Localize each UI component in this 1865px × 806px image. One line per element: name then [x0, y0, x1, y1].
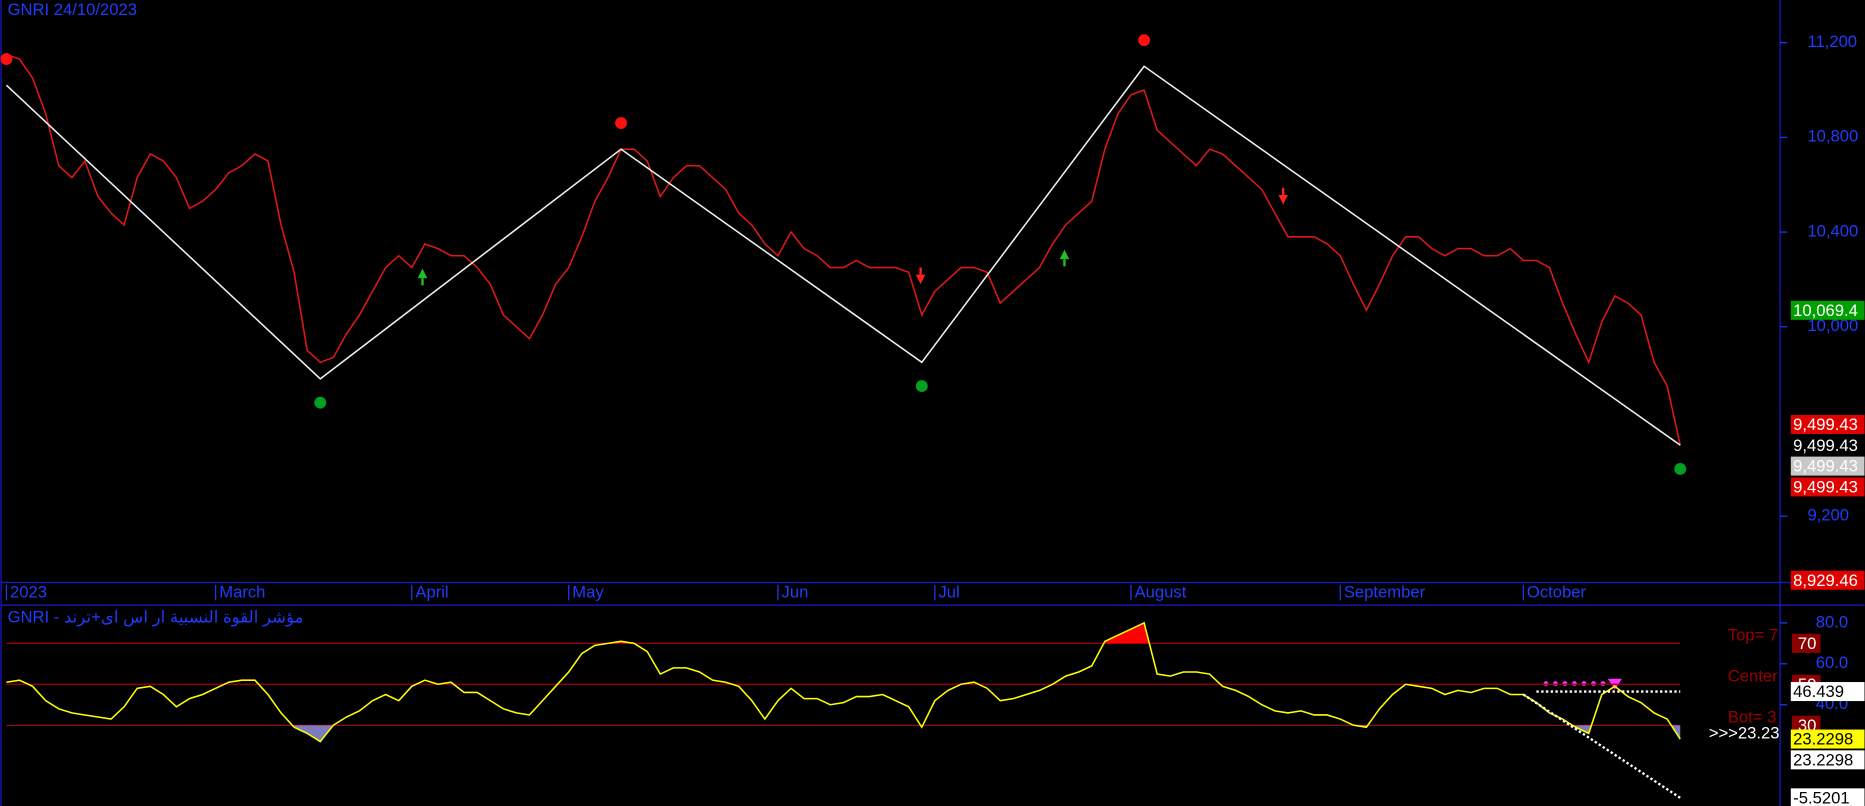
y-tick-label: 11,200 — [1807, 32, 1857, 51]
signal-dot — [1562, 681, 1568, 686]
signal-dot — [1572, 681, 1577, 686]
zigzag-line — [5, 65, 1681, 446]
level-box — [1791, 633, 1821, 653]
signal-dot — [1553, 681, 1558, 686]
panel-title: GNRI - مؤشر القوة النسبية ار اس ای+ترند — [8, 608, 304, 628]
pivot-dot — [0, 53, 13, 66]
value-tag — [1790, 788, 1865, 806]
value-tag-label: 46.439 — [1793, 682, 1844, 701]
value-tag — [1790, 682, 1865, 702]
signal-arrow — [1278, 194, 1288, 205]
x-tick-label: 2023 — [10, 583, 47, 602]
value-tag — [1790, 414, 1865, 435]
level-label: 70 — [1798, 634, 1816, 653]
value-tag — [1790, 477, 1865, 497]
value-tag-label: 9,499.43 — [1793, 415, 1858, 434]
x-tick-label: Jul — [938, 583, 959, 602]
x-tick-label: March — [219, 583, 265, 602]
signal-dot — [1600, 681, 1606, 686]
signal-arrow — [1059, 249, 1070, 260]
value-tag — [1790, 435, 1865, 455]
x-tick-label: April — [415, 583, 448, 602]
y-tick-label: 80.0 — [1816, 612, 1848, 631]
value-tag-label: -5.5201 — [1793, 788, 1849, 806]
signal-arrows — [417, 187, 1288, 286]
pivot-dot — [1674, 463, 1687, 475]
value-tag-label: 8,929.46 — [1793, 571, 1858, 590]
y-tick-label: 10,800 — [1807, 127, 1858, 146]
x-tick-label: August — [1135, 583, 1187, 602]
value-tag-label: 23.2298 — [1793, 730, 1853, 749]
signal-dot — [1591, 681, 1596, 686]
signal-dot — [1543, 681, 1549, 686]
y-tick-label: 10,400 — [1807, 221, 1858, 240]
x-tick-label: October — [1527, 583, 1587, 602]
series-line — [6, 53, 1682, 446]
chart-title: GNRI 24/10/2023 — [8, 0, 137, 19]
level-text: Top= 7 — [1728, 626, 1778, 645]
signal-dot — [1581, 681, 1587, 686]
x-tick-label: May — [572, 583, 604, 602]
value-tag-label: 9,499.43 — [1793, 457, 1858, 476]
value-tag — [1790, 750, 1865, 770]
y-tick-label: 10,000 — [1807, 316, 1858, 335]
pivot-dot — [314, 396, 327, 409]
annotation: >>>23.23 — [1709, 724, 1780, 743]
y-tick-label: 60.0 — [1816, 653, 1848, 672]
value-tag — [1790, 456, 1865, 476]
series-line — [6, 621, 1681, 743]
value-tag-label: 10,069.4 — [1793, 301, 1858, 320]
pivot-dot — [1138, 34, 1151, 47]
x-tick-label: Jun — [782, 583, 809, 602]
level-text: Center — [1728, 667, 1778, 686]
y-tick-label: 9,200 — [1807, 506, 1849, 525]
x-tick-label: September — [1344, 583, 1426, 602]
pivot-dot — [915, 380, 928, 393]
signal-arrow — [417, 268, 428, 279]
value-tag-label: 9,499.43 — [1793, 436, 1858, 455]
value-tag — [1790, 570, 1865, 590]
pivot-dot — [615, 117, 627, 129]
value-tag — [1790, 300, 1865, 320]
signal-arrow — [915, 274, 926, 285]
level-text: Bot= 3 — [1728, 707, 1777, 726]
value-tag-label: 9,499.43 — [1793, 477, 1858, 496]
value-tag — [1790, 729, 1865, 749]
value-tag-label: 23.2298 — [1793, 750, 1853, 769]
